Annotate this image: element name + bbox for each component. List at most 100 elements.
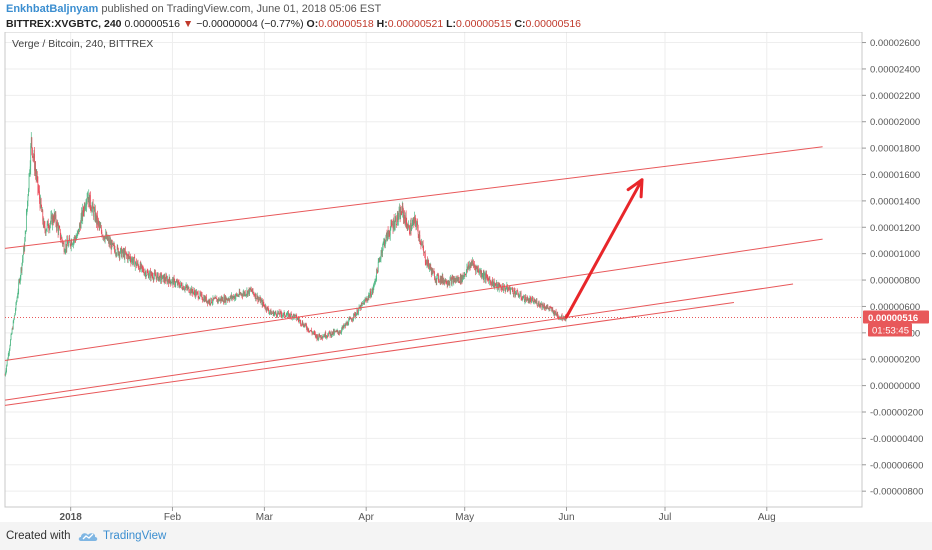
candle-body — [129, 257, 131, 261]
candle-body — [153, 275, 155, 280]
candle-body — [209, 300, 211, 304]
candle-body — [492, 284, 494, 286]
candle-body — [192, 291, 194, 294]
candle-body — [227, 299, 229, 301]
candle-body — [535, 301, 537, 303]
candle-body — [506, 285, 508, 289]
candle-body — [80, 217, 82, 229]
candle-body — [427, 260, 428, 266]
candle-body — [556, 313, 557, 316]
trendline — [4, 238, 823, 362]
candle-body — [107, 239, 109, 241]
candle-body — [96, 215, 98, 223]
candle-body — [52, 216, 53, 225]
candle-body — [85, 206, 86, 210]
candle-body — [45, 230, 46, 234]
candle-body — [388, 233, 390, 236]
candle-body — [328, 331, 330, 334]
candle-body — [308, 330, 310, 332]
candle-body — [328, 333, 329, 337]
candle-body — [465, 274, 467, 276]
candle-body — [399, 209, 401, 219]
price-axis[interactable]: 0.00002600 0.00002400 0.00002200 0.00002000… — [862, 38, 923, 498]
candle-body — [391, 223, 393, 226]
candle-body — [420, 241, 421, 243]
candle-body — [496, 282, 497, 285]
trendline-group[interactable] — [4, 146, 823, 406]
candle-body — [41, 206, 43, 212]
trendline — [4, 301, 735, 406]
candle-body — [380, 254, 382, 260]
candle-body — [479, 271, 480, 274]
y-tick-label: -0.00000600 — [870, 460, 923, 471]
time-axis[interactable]: 2018 Feb Mar Apr May Jun Jul Aug — [60, 507, 776, 522]
candle-body — [117, 248, 119, 255]
candle-body — [490, 280, 491, 283]
candle-body — [62, 242, 64, 244]
candle-body — [418, 234, 420, 239]
candle-body — [302, 322, 304, 326]
candle-body — [349, 317, 351, 319]
candle-body — [47, 220, 49, 224]
candle-body — [285, 316, 287, 318]
candle-body — [121, 252, 123, 258]
candle-body — [184, 289, 185, 290]
tradingview-brand[interactable]: TradingView — [103, 530, 167, 542]
candle-body — [245, 294, 247, 296]
candle-body — [176, 281, 178, 283]
candle-body — [167, 279, 169, 282]
candle-body — [491, 279, 493, 286]
candle-body — [392, 224, 393, 226]
candle-body — [356, 310, 358, 314]
candle-body — [426, 263, 427, 265]
candle-body — [205, 296, 207, 301]
candle-body — [376, 269, 377, 280]
candle-body — [226, 299, 228, 301]
candle-body — [320, 335, 322, 338]
candle-body — [516, 290, 518, 292]
candle-body — [418, 234, 420, 239]
author-link[interactable]: EnkhbatBaljnyam — [6, 3, 99, 15]
candle-body — [158, 275, 160, 278]
candle-body — [544, 305, 545, 309]
candle-body — [247, 290, 248, 296]
candle-body — [146, 272, 148, 273]
candle-body — [173, 278, 174, 285]
candle-body — [35, 172, 37, 178]
candle-body — [190, 289, 192, 294]
candle-body — [168, 281, 169, 284]
candle-body — [272, 313, 273, 314]
candle-body — [198, 297, 200, 299]
candle-body — [14, 313, 16, 316]
candle-body — [458, 277, 460, 282]
candle-body — [437, 274, 439, 276]
candle-body — [215, 297, 217, 299]
candle-body — [41, 210, 43, 212]
candle-body — [152, 278, 154, 280]
candle-body — [359, 306, 361, 309]
candle-body — [144, 273, 145, 275]
candle-body — [467, 267, 468, 270]
close-label: C: — [514, 18, 526, 30]
candle-body — [92, 203, 94, 209]
projection-arrow-group[interactable] — [564, 178, 644, 319]
candle-body — [241, 293, 242, 295]
candle-body — [283, 313, 284, 316]
candle-body — [331, 331, 333, 335]
candle-body — [281, 312, 282, 315]
candle-body — [167, 279, 168, 283]
price-chart[interactable]: Verge / Bitcoin, 240, BITTREX 0.00002600… — [0, 32, 932, 522]
candle-body — [543, 305, 545, 308]
y-tick-label: 0.00001400 — [870, 196, 920, 207]
y-tick-label: -0.00000200 — [870, 408, 923, 419]
candle-body — [172, 279, 173, 280]
candle-body — [154, 272, 156, 274]
candle-body — [230, 295, 231, 298]
candle-body — [410, 223, 411, 234]
candle-body — [397, 212, 399, 220]
candle-body — [51, 215, 53, 225]
candle-body — [552, 310, 554, 314]
candle-body — [242, 295, 243, 297]
candle-body — [326, 335, 328, 338]
candle-body — [443, 280, 444, 283]
